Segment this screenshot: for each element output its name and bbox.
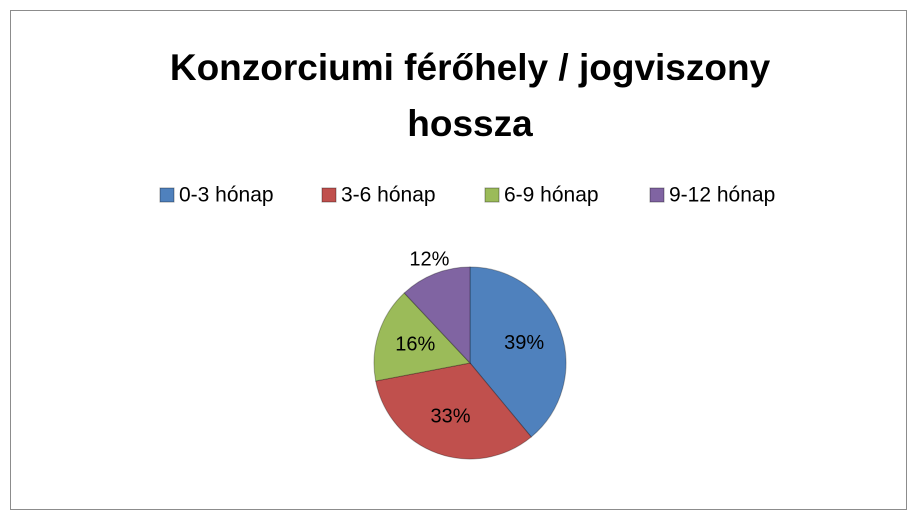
data-label: 12% bbox=[409, 249, 449, 271]
chart: 0-3 hónap 3-6 hónap 6-9 hónap 9-12 hónap 39%… bbox=[159, 184, 775, 460]
legend-swatch bbox=[159, 187, 175, 203]
legend-swatch bbox=[484, 187, 500, 203]
pie-slice bbox=[375, 362, 532, 460]
legend-label: 9-12 hónap bbox=[669, 184, 775, 207]
legend-label: 3-6 hónap bbox=[341, 184, 436, 207]
legend-label: 6-9 hónap bbox=[504, 184, 599, 207]
pie-slice bbox=[403, 266, 471, 365]
legend-swatch bbox=[649, 187, 665, 203]
chart-title: Konzorciumi férőhely / jogviszony hossza bbox=[169, 47, 771, 144]
data-label: 16% bbox=[395, 333, 435, 355]
pie-slice bbox=[469, 266, 567, 438]
pie-slice bbox=[373, 292, 471, 382]
legend-swatch bbox=[321, 187, 337, 203]
page: Konzorciumi férőhely / jogviszony hossza… bbox=[10, 10, 907, 510]
legend-label: 0-3 hónap bbox=[179, 184, 274, 207]
data-label: 33% bbox=[430, 405, 470, 427]
data-label: 39% bbox=[504, 332, 544, 354]
